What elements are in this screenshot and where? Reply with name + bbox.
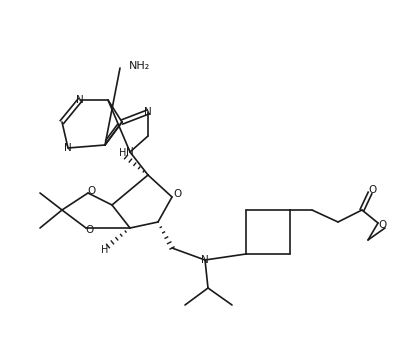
Text: N: N: [76, 95, 84, 105]
Text: N: N: [201, 255, 209, 265]
Text: H: H: [101, 245, 109, 255]
Text: O: O: [379, 220, 387, 230]
Text: O: O: [85, 225, 93, 235]
Text: H: H: [119, 148, 127, 158]
Text: O: O: [173, 189, 181, 199]
Text: N: N: [64, 143, 72, 153]
Text: N: N: [144, 107, 152, 117]
Text: N: N: [126, 147, 134, 157]
Text: NH₂: NH₂: [129, 61, 150, 71]
Text: O: O: [369, 185, 377, 195]
Text: O: O: [87, 186, 95, 196]
